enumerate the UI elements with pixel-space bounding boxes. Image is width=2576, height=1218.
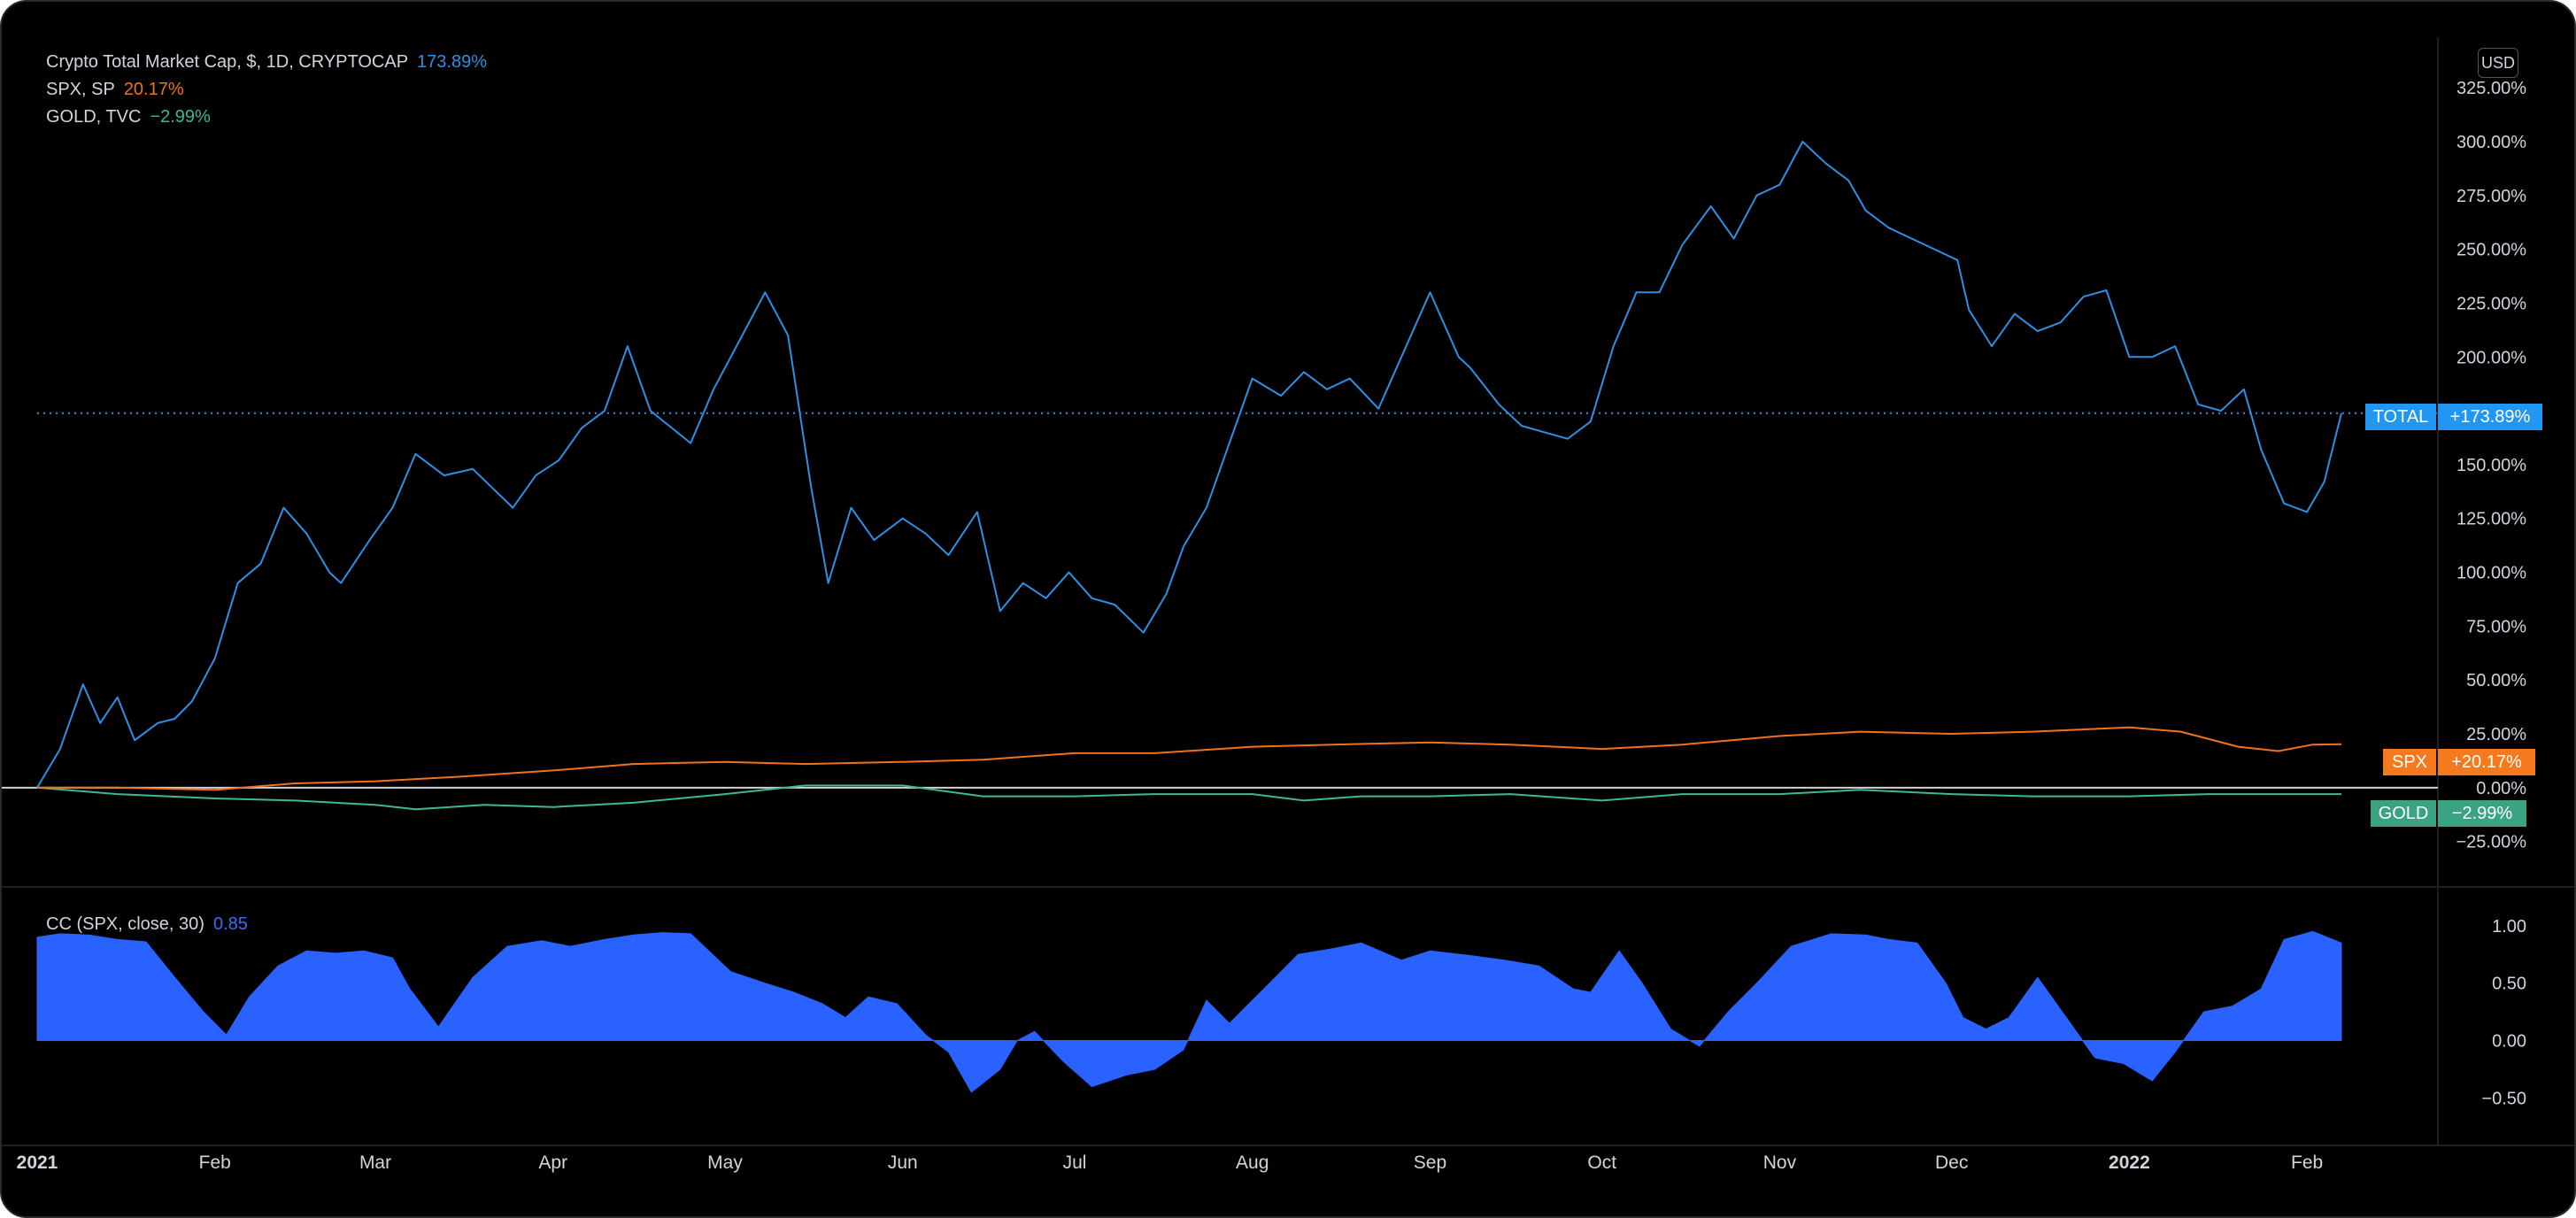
y-tick-label: −25.00% (2456, 833, 2526, 852)
x-tick-label: 2022 (2109, 1152, 2150, 1173)
y-tick-label: 100.00% (2456, 564, 2526, 583)
x-tick-label: 2021 (17, 1152, 58, 1173)
x-tick-label: Nov (1763, 1152, 1797, 1173)
y-tick-label: 225.00% (2456, 294, 2526, 313)
legend-gold-label: GOLD, TVC (46, 107, 142, 127)
legend-spx-label: SPX, SP (46, 80, 115, 99)
y-tick-label: 275.00% (2456, 187, 2526, 206)
y-tick-label: 325.00% (2456, 79, 2526, 98)
cc-area[interactable] (36, 930, 2342, 1093)
y-tick-label: 25.00% (2466, 725, 2526, 744)
x-tick-label: Dec (1935, 1152, 1968, 1173)
x-tick-label: Oct (1587, 1152, 1616, 1173)
x-tick-label: Sep (1414, 1152, 1446, 1173)
series-line-gold[interactable] (36, 784, 2341, 811)
cc-y-tick-label: 0.00 (2492, 1032, 2526, 1052)
y-tick-label: 300.00% (2456, 133, 2526, 152)
currency-button[interactable]: USD (2478, 48, 2518, 78)
price-tag-spx-name: SPX (2383, 749, 2436, 775)
x-tick-label: Jul (1063, 1152, 1087, 1173)
y-tick-label: 150.00% (2456, 456, 2526, 475)
series-line-total[interactable] (36, 141, 2342, 789)
time-scale[interactable]: 2021 Feb Mar Apr May Jun Jul Aug Sep Oct Nov Dec 202… (17, 1152, 2324, 1173)
y-tick-label: 0.00% (2476, 779, 2526, 798)
y-tick-label: 250.00% (2456, 241, 2526, 260)
price-tag-total-name: TOTAL (2365, 404, 2436, 430)
cc-pane (36, 930, 2342, 1093)
legend-total[interactable]: Crypto Total Market Cap, $, 1D, CRYPTOCA… (46, 52, 487, 73)
price-tag-spx-value: +20.17% (2438, 749, 2535, 775)
x-tick-label: Feb (2291, 1152, 2323, 1173)
legend-gold-value: −2.99% (150, 107, 211, 127)
legend-total-value: 173.89% (417, 52, 488, 72)
x-tick-label: May (707, 1152, 743, 1173)
y-tick-label: 200.00% (2456, 348, 2526, 367)
x-tick-label: Apr (538, 1152, 567, 1173)
legend-cc-label: CC (SPX, close, 30) (46, 914, 204, 934)
cc-y-tick-label: 1.00 (2492, 917, 2526, 937)
series-line-spx[interactable] (37, 726, 2342, 791)
legend-gold[interactable]: GOLD, TVC −2.99% (46, 107, 211, 127)
y-tick-label: 50.00% (2466, 671, 2526, 690)
y-tick-label: 125.00% (2456, 510, 2526, 529)
legend-cc-value: 0.85 (212, 914, 248, 934)
legend-cc[interactable]: CC (SPX, close, 30) 0.85 (46, 914, 248, 935)
legend-total-label: Crypto Total Market Cap, $, 1D, CRYPTOCA… (46, 52, 409, 72)
legend-spx-value: 20.17% (123, 80, 184, 99)
x-tick-label: Feb (199, 1152, 231, 1173)
legend-spx[interactable]: SPX, SP 20.17% (46, 80, 184, 100)
x-tick-label: Aug (1236, 1152, 1269, 1173)
cc-y-tick-label: 0.50 (2492, 975, 2526, 994)
price-tag-gold-name: GOLD (2371, 800, 2436, 827)
price-scale[interactable]: 325.00% 300.00% 275.00% 250.00% 225.00% 200.0… (2456, 79, 2526, 1108)
price-tag-total-value: +173.89% (2438, 404, 2542, 430)
x-tick-label: Jun (888, 1152, 918, 1173)
y-tick-label: 75.00% (2466, 617, 2526, 636)
price-tag-gold-value: −2.99% (2438, 800, 2526, 827)
x-tick-label: Mar (359, 1152, 391, 1173)
main-pane (2, 141, 2438, 811)
cc-y-tick-label: −0.50 (2481, 1089, 2526, 1108)
